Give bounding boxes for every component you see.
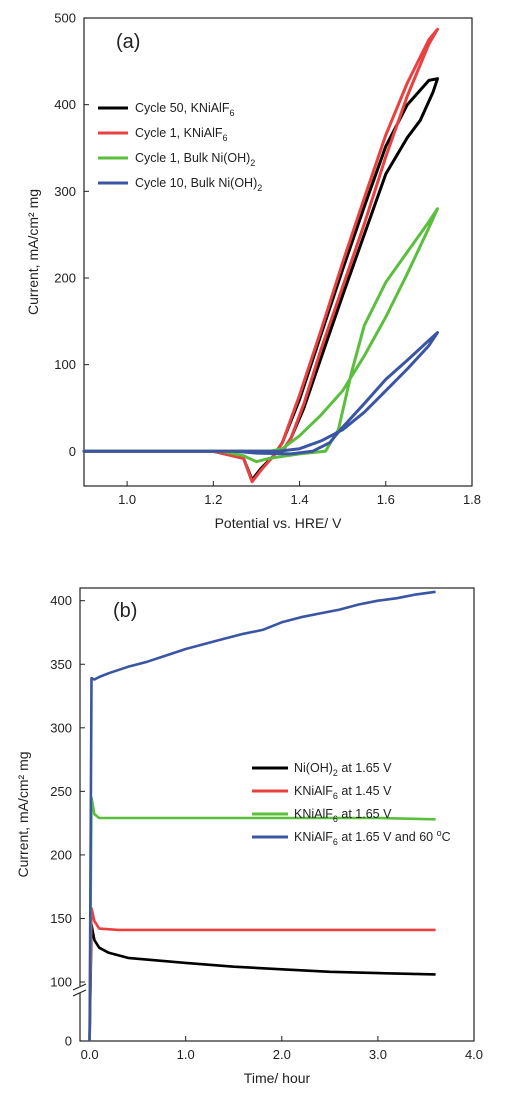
y-axis-label-a: Current, mA/cm² mg	[25, 189, 41, 315]
legend-label-a: Cycle 1, Bulk Ni(OH)2	[135, 151, 255, 168]
panel-label-b: (b)	[113, 600, 137, 622]
y-tick-label-a: 200	[54, 271, 76, 286]
chart-a: 1.0 1.2 1.4 1.6 1.8 0 100 200 300 400 500 Potential…	[25, 11, 481, 532]
x-tick-label-b: 1.0	[177, 1047, 195, 1062]
y-tick-label-b: 400	[50, 593, 72, 608]
y-tick-label-b: 250	[50, 784, 72, 799]
x-tick-label-b: 2.0	[273, 1047, 291, 1062]
series-line-b-0	[88, 923, 436, 1042]
plot-frame-b	[79, 587, 475, 1042]
x-tick-label-a: 1.6	[377, 492, 395, 507]
axis-break-mark	[72, 983, 87, 991]
y-tick-label-a: 400	[54, 97, 76, 112]
y-tick-label-b: 0	[65, 1034, 72, 1049]
x-tick-label-a: 1.0	[118, 492, 136, 507]
legend-label-b: KNiAlF6 at 1.65 V	[294, 807, 392, 824]
series-line-b-1	[88, 907, 436, 1042]
y-tick-label-a: 0	[69, 444, 76, 459]
axis-break-mark	[72, 989, 87, 997]
series-line-a-2	[82, 207, 439, 464]
x-tick-label-a: 1.4	[291, 492, 309, 507]
y-tick-label-a: 500	[54, 11, 76, 26]
x-tick-label-b: 0.0	[81, 1047, 99, 1062]
y-tick-label-b: 350	[50, 657, 72, 672]
x-tick-label-b: 3.0	[369, 1047, 387, 1062]
panel-label-a: (a)	[116, 31, 140, 53]
legend-label-a: Cycle 50, KNiAlF6	[135, 101, 235, 118]
series-line-a-1	[82, 27, 439, 484]
y-tick-label-a: 300	[54, 184, 76, 199]
legend-a: Cycle 50, KNiAlF6 Cycle 1, KNiAlF6 Cycle 1…	[98, 101, 262, 193]
legend-b: Ni(OH)2 at 1.65 V KNiAlF6 at 1.45 V KNiAlF…	[252, 761, 451, 847]
plot-frame-a	[83, 17, 473, 487]
series-line-b-2	[88, 796, 436, 1042]
y-tick-label-b: 100	[50, 975, 72, 990]
legend-label-a: Cycle 1, KNiAlF6	[135, 126, 228, 143]
legend-label-b: KNiAlF6 at 1.45 V	[294, 784, 392, 801]
x-tick-label-b: 4.0	[465, 1047, 483, 1062]
series-line-b-3	[88, 590, 436, 1042]
y-tick-label-a: 100	[54, 357, 76, 372]
y-axis-label-b: Current, mA/cm² mg	[15, 751, 31, 877]
y-tick-label-b: 150	[50, 911, 72, 926]
y-tick-label-b: 200	[50, 847, 72, 862]
chart-b: 0.0 1.0 2.0 3.0 4.0 0 100 150 200 250 300 350 400 Tim…	[15, 587, 483, 1086]
x-tick-label-a: 1.8	[463, 492, 481, 507]
x-tick-label-a: 1.2	[204, 492, 222, 507]
legend-label-a: Cycle 10, Bulk Ni(OH)2	[135, 176, 262, 193]
x-axis-label-b: Time/ hour	[244, 1070, 311, 1086]
x-axis-label-a: Potential vs. HRE/ V	[215, 515, 342, 531]
legend-label-b: Ni(OH)2 at 1.65 V	[294, 761, 392, 778]
y-tick-label-b: 300	[50, 720, 72, 735]
series-line-a-3	[82, 331, 439, 456]
legend-label-b: KNiAlF6 at 1.65 V and 60 oC	[294, 828, 451, 847]
axis-break-gap	[74, 986, 86, 993]
